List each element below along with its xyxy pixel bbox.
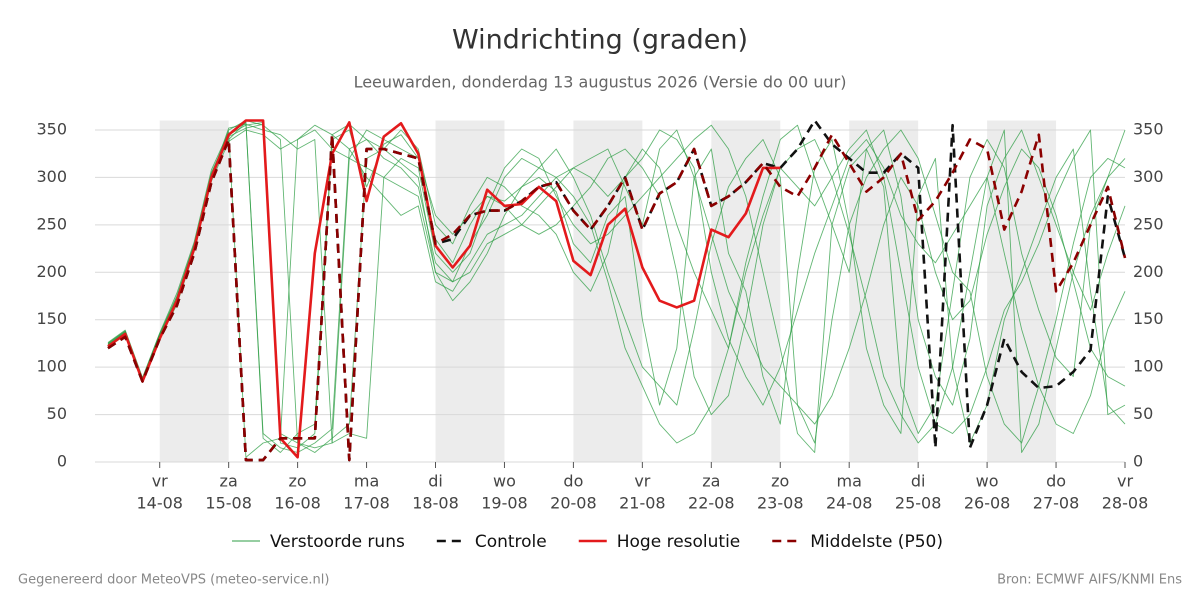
y-tick-label: 150 bbox=[36, 309, 67, 328]
x-tick-label: 23-08 bbox=[757, 494, 804, 513]
ensemble-line bbox=[107, 121, 1126, 453]
y2-tick-label: 350 bbox=[1133, 119, 1164, 138]
y2-tick-label: 0 bbox=[1133, 452, 1143, 471]
series-line bbox=[107, 119, 1127, 462]
y-tick-label: 100 bbox=[36, 357, 67, 376]
x-tick-weekday: vr bbox=[1117, 472, 1133, 491]
y2-tick-label: 250 bbox=[1133, 214, 1164, 233]
y-tick-label: 50 bbox=[47, 404, 67, 423]
footer-right: Bron: ECMWF AIFS/KNMI Ens bbox=[997, 573, 1182, 588]
x-tick-weekday: wo bbox=[493, 472, 516, 491]
x-tick-label: 28-08 bbox=[1102, 494, 1149, 513]
x-tick-weekday: za bbox=[220, 472, 238, 491]
x-tick-label: 18-08 bbox=[412, 494, 459, 513]
x-tick-label: 20-08 bbox=[550, 494, 597, 513]
legend-label: Verstoorde runs bbox=[270, 532, 405, 552]
x-tick-weekday: di bbox=[911, 472, 926, 491]
chart-subtitle: Leeuwarden, donderdag 13 augustus 2026 (… bbox=[354, 73, 847, 92]
x-tick-weekday: ma bbox=[354, 472, 379, 491]
x-tick-weekday: vr bbox=[634, 472, 650, 491]
weekend-band bbox=[573, 120, 643, 462]
y-tick-label: 300 bbox=[36, 167, 67, 186]
series-line bbox=[107, 119, 781, 459]
y2-tick-label: 100 bbox=[1133, 357, 1164, 376]
x-tick-label: 27-08 bbox=[1033, 494, 1080, 513]
ensemble-line bbox=[107, 121, 1126, 453]
legend-label: Controle bbox=[475, 532, 547, 552]
ensemble-line bbox=[107, 123, 1126, 453]
x-tick-weekday: wo bbox=[976, 472, 999, 491]
y2-tick-label: 150 bbox=[1133, 309, 1164, 328]
x-tick-label: 15-08 bbox=[205, 494, 252, 513]
series-line bbox=[107, 133, 1127, 462]
x-tick-label: 14-08 bbox=[136, 494, 183, 513]
x-tick-weekday: ma bbox=[837, 472, 862, 491]
x-tick-label: 24-08 bbox=[826, 494, 873, 513]
x-tick-label: 19-08 bbox=[481, 494, 528, 513]
weekend-band bbox=[435, 120, 505, 462]
x-tick-weekday: do bbox=[1046, 472, 1066, 491]
x-tick-label: 26-08 bbox=[964, 494, 1011, 513]
x-tick-weekday: zo bbox=[771, 472, 789, 491]
footer-left: Gegenereerd door MeteoVPS (meteo-service… bbox=[18, 573, 329, 588]
x-tick-label: 16-08 bbox=[274, 494, 321, 513]
ensemble-line bbox=[107, 129, 1126, 434]
x-tick-weekday: zo bbox=[289, 472, 307, 491]
weekend-band bbox=[159, 120, 229, 462]
x-tick-weekday: do bbox=[563, 472, 583, 491]
x-tick-label: 25-08 bbox=[895, 494, 942, 513]
x-tick-weekday: vr bbox=[152, 472, 168, 491]
x-tick-weekday: za bbox=[702, 472, 720, 491]
y-tick-label: 0 bbox=[57, 452, 67, 471]
x-tick-weekday: di bbox=[428, 472, 443, 491]
y2-tick-label: 50 bbox=[1133, 404, 1153, 423]
y-tick-label: 250 bbox=[36, 214, 67, 233]
y-tick-label: 200 bbox=[36, 262, 67, 281]
y2-tick-label: 200 bbox=[1133, 262, 1164, 281]
chart-title: Windrichting (graden) bbox=[452, 25, 748, 56]
y2-tick-label: 300 bbox=[1133, 167, 1164, 186]
x-tick-label: 17-08 bbox=[343, 494, 390, 513]
y-tick-label: 350 bbox=[36, 119, 67, 138]
legend-label: Middelste (P50) bbox=[810, 532, 943, 552]
weekend-band bbox=[987, 120, 1057, 462]
legend-label: Hoge resolutie bbox=[617, 532, 741, 552]
x-tick-label: 21-08 bbox=[619, 494, 666, 513]
x-tick-label: 22-08 bbox=[688, 494, 735, 513]
ensemble-line bbox=[107, 124, 1126, 458]
